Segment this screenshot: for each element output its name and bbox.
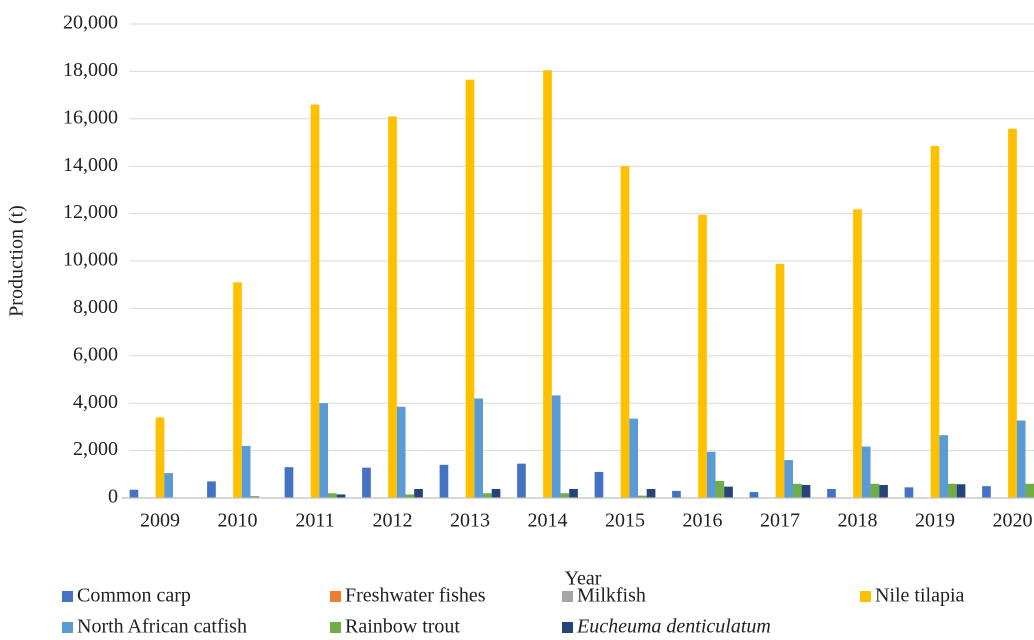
bar <box>233 282 242 498</box>
bar <box>284 467 294 498</box>
x-tick-label: 2012 <box>373 510 413 532</box>
bar <box>982 486 991 498</box>
x-tick-label: 2020 <box>993 510 1033 532</box>
bar <box>328 493 337 498</box>
x-tick-label: 2018 <box>838 510 878 532</box>
y-tick-label: 12,000 <box>63 201 118 223</box>
bar <box>1008 128 1017 498</box>
bar <box>250 496 260 498</box>
legend-swatch <box>562 622 573 633</box>
bar <box>793 483 802 498</box>
x-tick-label: 2019 <box>915 510 955 532</box>
bar <box>698 214 707 498</box>
legend-swatch <box>62 622 73 633</box>
bar <box>474 398 484 498</box>
legend-label: Eucheuma denticulatum <box>576 616 771 638</box>
legend-swatch <box>330 591 341 602</box>
bar <box>801 484 811 498</box>
y-axis-label: Production (t) <box>6 205 28 317</box>
bar <box>414 488 423 498</box>
y-tick-label: 2,000 <box>73 438 118 460</box>
y-tick-label: 8,000 <box>73 296 118 318</box>
bar <box>465 79 475 498</box>
legend-label: Nile tilapia <box>875 585 965 607</box>
bar <box>388 116 397 499</box>
legend-label: Rainbow trout <box>345 616 460 638</box>
x-tick-label: 2013 <box>450 510 490 532</box>
bar <box>543 70 552 498</box>
bar <box>638 495 647 498</box>
bar <box>749 492 759 498</box>
legend-swatch <box>860 591 871 602</box>
x-tick-label: 2010 <box>218 510 258 532</box>
x-tick-label: 2016 <box>683 510 723 532</box>
bar <box>724 486 733 498</box>
bar <box>1016 420 1026 498</box>
y-tick-label: 4,000 <box>73 391 118 413</box>
legend-label: North African catfish <box>77 616 247 638</box>
bar <box>775 263 785 498</box>
legend-label: Freshwater fishes <box>345 585 486 607</box>
bar <box>336 494 346 498</box>
bar <box>241 445 251 498</box>
y-tick-label: 10,000 <box>63 249 118 271</box>
bar <box>904 487 914 498</box>
bar <box>129 489 139 498</box>
x-axis-label: Year <box>565 568 602 590</box>
bar <box>155 417 165 498</box>
y-tick-label: 0 <box>108 486 118 508</box>
bar <box>1025 483 1034 498</box>
bar <box>879 484 888 498</box>
bar <box>207 481 216 498</box>
bar <box>827 488 836 498</box>
y-tick-label: 18,000 <box>63 59 118 81</box>
bar <box>948 483 957 498</box>
legend-swatch <box>330 622 341 633</box>
bar <box>706 451 716 498</box>
bar <box>569 488 578 498</box>
bar <box>517 463 526 498</box>
bar <box>870 483 880 498</box>
x-tick-label: 2015 <box>605 510 645 532</box>
y-tick-label: 20,000 <box>63 12 118 34</box>
bar <box>362 467 371 498</box>
bar <box>672 490 681 498</box>
bar <box>646 488 656 498</box>
y-tick-label: 16,000 <box>63 106 118 128</box>
legend-label: Milkfish <box>577 585 646 607</box>
bar <box>319 403 329 498</box>
bar <box>164 473 174 498</box>
bar <box>784 460 794 498</box>
legend-swatch <box>562 591 573 602</box>
x-tick-label: 2017 <box>760 510 800 532</box>
bar <box>939 435 949 498</box>
bar <box>396 406 406 498</box>
bar <box>853 209 862 499</box>
y-tick-label: 6,000 <box>73 343 118 365</box>
bar <box>483 493 492 498</box>
bar <box>560 493 570 498</box>
y-tick-label: 14,000 <box>63 154 118 176</box>
bar <box>491 488 501 498</box>
x-tick-label: 2009 <box>140 510 180 532</box>
bar <box>956 484 966 498</box>
bar <box>861 446 871 498</box>
bar <box>930 146 940 498</box>
bar <box>405 494 415 498</box>
bar <box>594 471 604 498</box>
x-tick-label: 2014 <box>528 510 568 532</box>
bar <box>310 104 320 498</box>
bar <box>551 395 561 498</box>
legend-swatch <box>62 591 73 602</box>
bar <box>439 464 449 498</box>
bar <box>715 480 725 498</box>
bar <box>620 166 630 498</box>
x-tick-label: 2011 <box>295 510 334 532</box>
bar <box>629 418 639 498</box>
legend-label: Common carp <box>77 585 191 607</box>
